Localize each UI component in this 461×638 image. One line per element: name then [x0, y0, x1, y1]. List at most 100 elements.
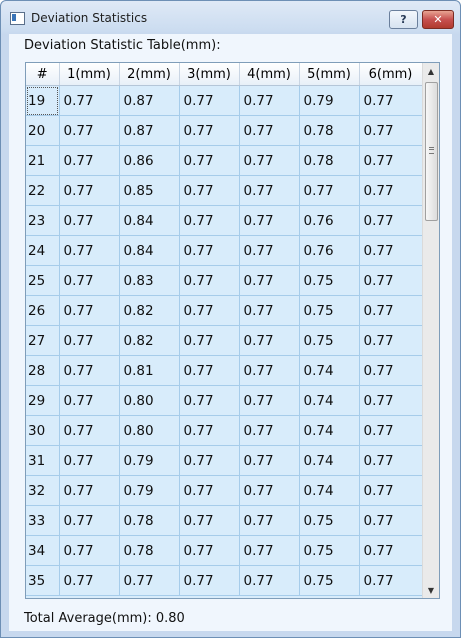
table-row[interactable]: 28 0.77 0.81 0.77 0.77 0.74 0.77 — [26, 355, 423, 386]
table-cell[interactable]: 0.77 — [179, 205, 240, 236]
table-cell[interactable]: 0.77 — [239, 205, 300, 236]
table-cell[interactable]: 0.77 — [179, 85, 240, 116]
table-cell[interactable]: 0.74 — [299, 475, 360, 506]
table-row[interactable]: 19 0.77 0.87 0.77 0.77 0.79 0.77 — [26, 85, 423, 116]
scroll-thumb[interactable] — [425, 82, 438, 221]
table-cell[interactable]: 0.77 — [359, 505, 423, 536]
table-row[interactable]: 26 0.77 0.82 0.77 0.77 0.75 0.77 — [26, 295, 423, 326]
table-cell[interactable]: 0.82 — [119, 295, 180, 326]
table-cell[interactable]: 0.77 — [59, 505, 120, 536]
row-index-cell[interactable]: 32 — [26, 475, 60, 506]
table-cell[interactable]: 0.77 — [179, 445, 240, 476]
table-cell[interactable]: 0.77 — [59, 415, 120, 446]
table-cell[interactable]: 0.77 — [239, 145, 300, 176]
table-cell[interactable]: 0.76 — [299, 205, 360, 236]
row-index-cell[interactable]: 28 — [26, 355, 60, 386]
table-cell[interactable]: 0.81 — [119, 355, 180, 386]
table-cell[interactable]: 0.77 — [59, 145, 120, 176]
table-cell[interactable]: 0.77 — [359, 385, 423, 416]
table-cell[interactable]: 0.77 — [59, 325, 120, 356]
deviation-table-view[interactable]: #1(mm) 2(mm) 3(mm) 4(mm) 5(mm) 6(mm) 19 0.77 0.… — [25, 62, 440, 599]
table-row[interactable]: 25 0.77 0.83 0.77 0.77 0.75 0.77 — [26, 265, 423, 296]
table-cell[interactable]: 0.77 — [179, 565, 240, 596]
table-cell[interactable]: 0.77 — [359, 445, 423, 476]
table-cell[interactable]: 0.77 — [59, 235, 120, 266]
table-cell[interactable]: 0.77 — [359, 265, 423, 296]
table-cell[interactable]: 0.74 — [299, 415, 360, 446]
table-cell[interactable]: 0.77 — [239, 505, 300, 536]
row-index-cell[interactable]: 26 — [26, 295, 60, 326]
row-index-cell[interactable]: 19 — [26, 85, 60, 116]
table-cell[interactable]: 0.77 — [359, 325, 423, 356]
table-cell[interactable]: 0.77 — [179, 265, 240, 296]
table-cell[interactable]: 0.77 — [179, 475, 240, 506]
table-row[interactable]: 35 0.77 0.77 0.77 0.77 0.75 0.77 — [26, 565, 423, 596]
table-cell[interactable]: 0.77 — [359, 295, 423, 326]
table-cell[interactable]: 0.77 — [179, 145, 240, 176]
table-cell[interactable]: 0.77 — [179, 355, 240, 386]
table-row[interactable]: 22 0.77 0.85 0.77 0.77 0.77 0.77 — [26, 175, 423, 206]
row-index-cell[interactable]: 33 — [26, 505, 60, 536]
table-cell[interactable]: 0.77 — [59, 565, 120, 596]
table-cell[interactable]: 0.77 — [59, 265, 120, 296]
row-index-cell[interactable]: 24 — [26, 235, 60, 266]
table-cell[interactable]: 0.77 — [239, 235, 300, 266]
column-header-6[interactable]: 6(mm) — [359, 63, 423, 86]
table-row[interactable]: 32 0.77 0.79 0.77 0.77 0.74 0.77 — [26, 475, 423, 506]
row-index-cell[interactable]: 35 — [26, 565, 60, 596]
table-cell[interactable]: 0.77 — [239, 115, 300, 146]
table-cell[interactable]: 0.76 — [299, 235, 360, 266]
table-cell[interactable]: 0.77 — [59, 385, 120, 416]
row-index-cell[interactable]: 23 — [26, 205, 60, 236]
table-cell[interactable]: 0.79 — [119, 445, 180, 476]
column-header-4[interactable]: 4(mm) — [239, 63, 300, 86]
table-row[interactable]: 31 0.77 0.79 0.77 0.77 0.74 0.77 — [26, 445, 423, 476]
table-cell[interactable]: 0.82 — [119, 325, 180, 356]
table-cell[interactable]: 0.77 — [239, 475, 300, 506]
table-cell[interactable]: 0.86 — [119, 145, 180, 176]
table-cell[interactable]: 0.77 — [179, 175, 240, 206]
table-cell[interactable]: 0.80 — [119, 385, 180, 416]
table-cell[interactable]: 0.77 — [59, 445, 120, 476]
scroll-up-button[interactable]: ▲ — [423, 63, 439, 79]
table-cell[interactable]: 0.77 — [239, 175, 300, 206]
table-cell[interactable]: 0.77 — [239, 445, 300, 476]
table-cell[interactable]: 0.84 — [119, 205, 180, 236]
table-cell[interactable]: 0.75 — [299, 265, 360, 296]
table-cell[interactable]: 0.77 — [179, 235, 240, 266]
table-cell[interactable]: 0.77 — [59, 475, 120, 506]
row-index-cell[interactable]: 30 — [26, 415, 60, 446]
table-row[interactable]: 20 0.77 0.87 0.77 0.77 0.78 0.77 — [26, 115, 423, 146]
table-cell[interactable]: 0.75 — [299, 505, 360, 536]
row-index-cell[interactable]: 29 — [26, 385, 60, 416]
table-row[interactable]: 24 0.77 0.84 0.77 0.77 0.76 0.77 — [26, 235, 423, 266]
table-cell[interactable]: 0.85 — [119, 175, 180, 206]
row-index-cell[interactable]: 21 — [26, 145, 60, 176]
table-cell[interactable]: 0.77 — [179, 295, 240, 326]
table-cell[interactable]: 0.77 — [239, 565, 300, 596]
table-cell[interactable]: 0.77 — [239, 355, 300, 386]
table-cell[interactable]: 0.77 — [119, 565, 180, 596]
table-row[interactable]: 27 0.77 0.82 0.77 0.77 0.75 0.77 — [26, 325, 423, 356]
table-cell[interactable]: 0.77 — [179, 505, 240, 536]
table-cell[interactable]: 0.83 — [119, 265, 180, 296]
table-cell[interactable]: 0.77 — [299, 175, 360, 206]
table-cell[interactable]: 0.77 — [179, 325, 240, 356]
table-cell[interactable]: 0.80 — [119, 415, 180, 446]
table-row[interactable]: 23 0.77 0.84 0.77 0.77 0.76 0.77 — [26, 205, 423, 236]
table-cell[interactable]: 0.78 — [119, 535, 180, 566]
vertical-scrollbar[interactable]: ▲ ▼ — [422, 63, 439, 598]
table-cell[interactable]: 0.77 — [239, 295, 300, 326]
table-cell[interactable]: 0.77 — [359, 535, 423, 566]
table-cell[interactable]: 0.77 — [179, 115, 240, 146]
table-cell[interactable]: 0.77 — [179, 535, 240, 566]
row-index-cell[interactable]: 25 — [26, 265, 60, 296]
table-cell[interactable]: 0.77 — [59, 355, 120, 386]
row-index-cell[interactable]: 22 — [26, 175, 60, 206]
title-bar[interactable]: Deviation Statistics ? ✕ — [1, 1, 460, 35]
table-cell[interactable]: 0.77 — [179, 415, 240, 446]
table-cell[interactable]: 0.77 — [359, 475, 423, 506]
table-cell[interactable]: 0.75 — [299, 325, 360, 356]
table-row[interactable]: 21 0.77 0.86 0.77 0.77 0.78 0.77 — [26, 145, 423, 176]
table-cell[interactable]: 0.77 — [239, 265, 300, 296]
